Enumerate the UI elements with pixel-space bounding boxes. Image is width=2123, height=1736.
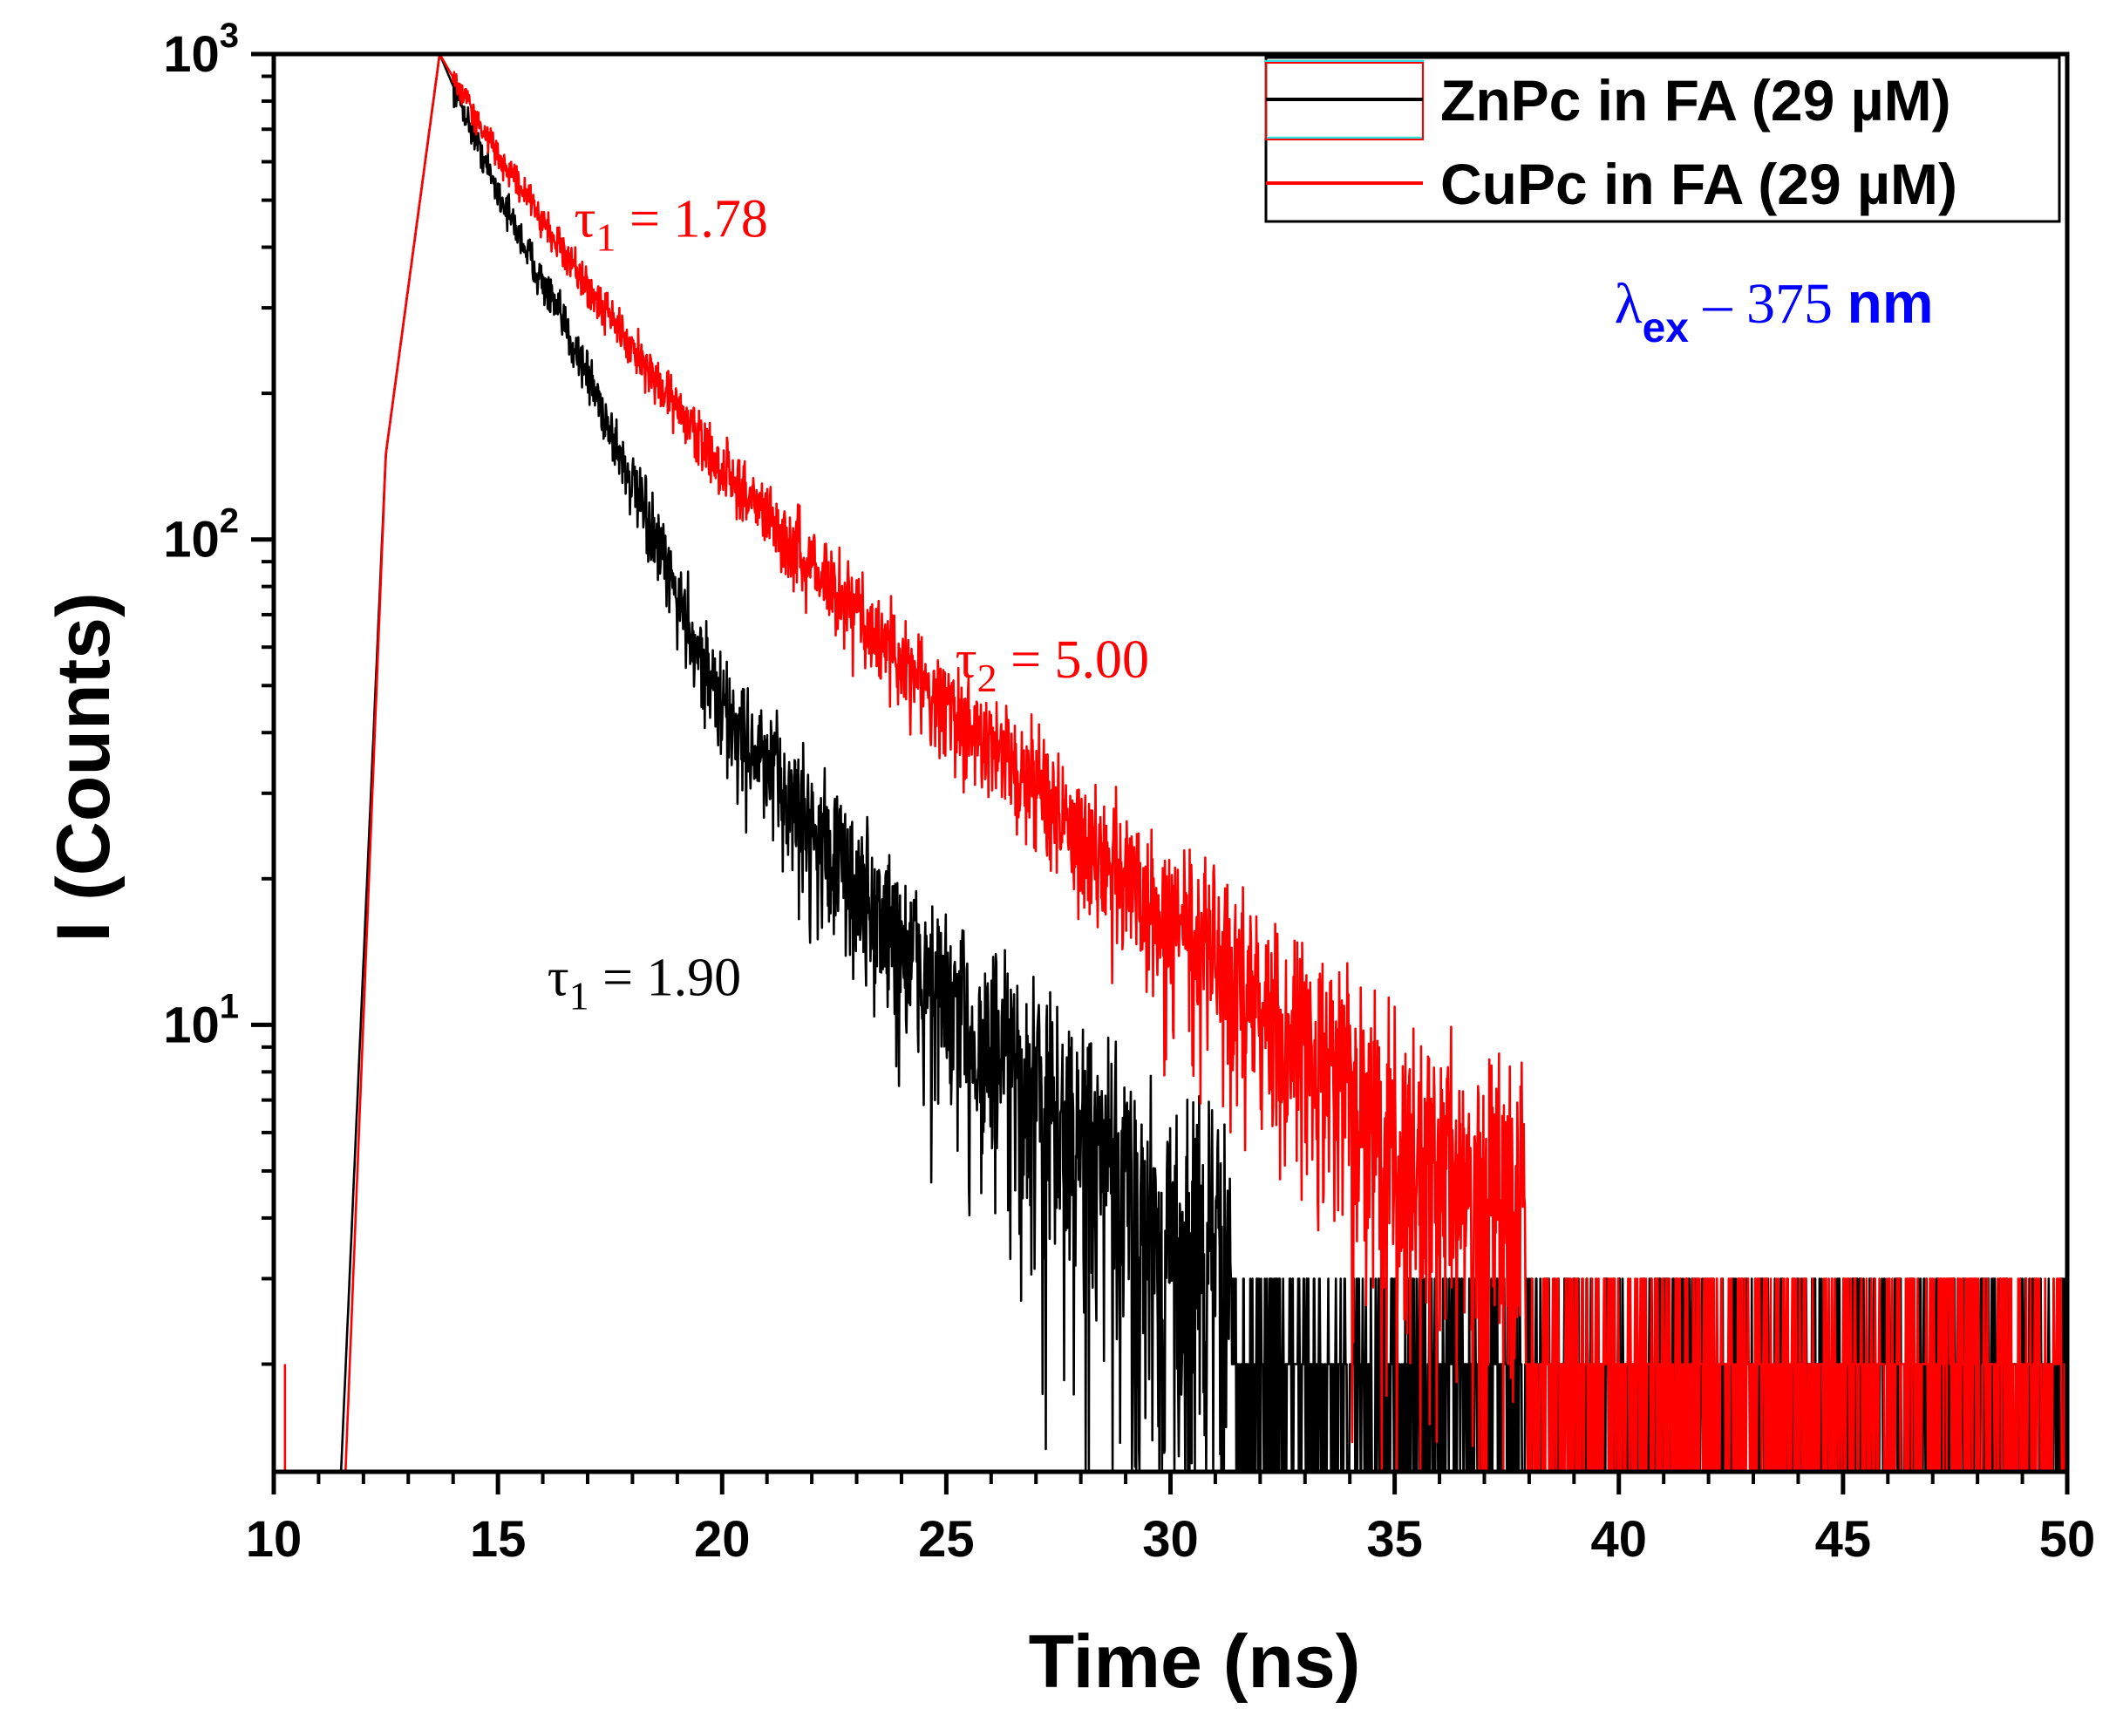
x-axis-title: Time (ns) <box>1029 1620 1361 1704</box>
annotations: τ1 = 1.78 τ2 = 5.00 τ1 = 1.90 λex – 375 nm <box>548 190 1934 1018</box>
cupc-tau2-label: τ2 = 5.00 <box>956 630 1149 700</box>
znpc-tau1-label: τ1 = 1.90 <box>548 949 741 1018</box>
x-tick-label: 50 <box>2039 1511 2096 1568</box>
cupc-tau1-label: τ1 = 1.78 <box>575 190 768 260</box>
x-tick-label: 30 <box>1142 1511 1199 1568</box>
legend-label-cupc: CuPc in FA (29 µM) <box>1440 152 1957 216</box>
legend-label-znpc: ZnPc in FA (29 µM) <box>1440 68 1951 133</box>
legend: ZnPc in FA (29 µM) CuPc in FA (29 µM) <box>1264 56 2061 223</box>
x-tick-label: 25 <box>918 1511 975 1568</box>
x-tick-label: 45 <box>1815 1511 1872 1568</box>
x-axis-ticks: 10 15 20 25 30 35 40 45 50 <box>246 1472 2096 1568</box>
x-tick-label: 15 <box>470 1511 527 1568</box>
excitation-wavelength-label: λex – 375 nm <box>1615 270 1934 351</box>
series-line-cupc <box>344 52 2068 1474</box>
y-tick-label: 103 <box>163 17 239 83</box>
y-axis-title: I (Counts) <box>42 592 126 942</box>
y-tick-label: 101 <box>163 987 239 1053</box>
y-tick-label: 102 <box>163 502 239 568</box>
x-tick-label: 20 <box>694 1511 751 1568</box>
x-tick-label: 35 <box>1366 1511 1423 1568</box>
x-tick-label: 10 <box>246 1511 303 1568</box>
y-axis-ticks: 101 102 103 <box>163 17 274 1366</box>
plot-series <box>283 52 2068 1474</box>
x-tick-label: 40 <box>1590 1511 1647 1568</box>
